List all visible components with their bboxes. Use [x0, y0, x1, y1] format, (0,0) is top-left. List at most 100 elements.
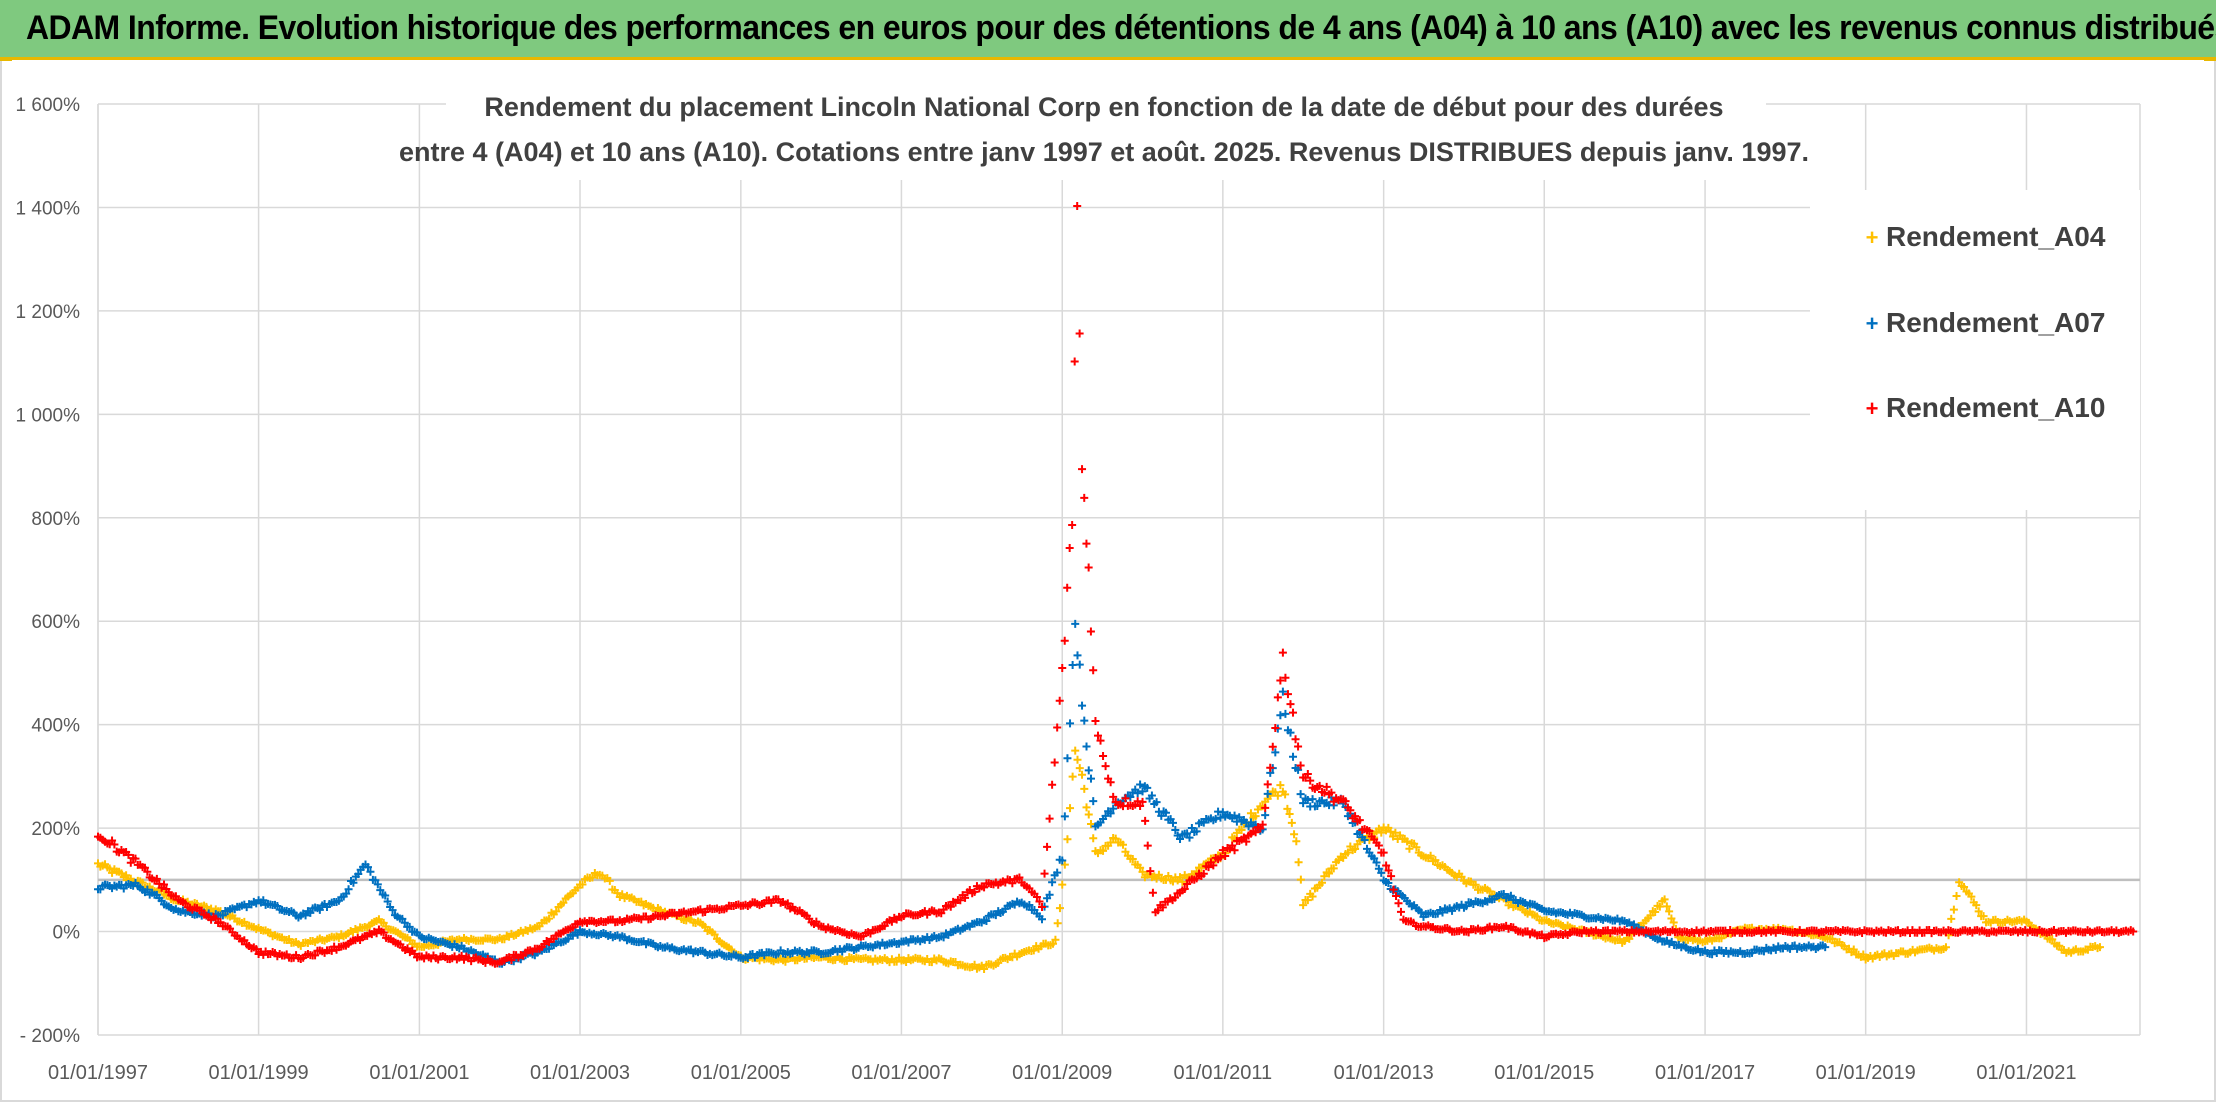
data-point	[1283, 690, 1292, 699]
data-point	[1669, 918, 1678, 927]
data-point	[1263, 780, 1272, 789]
data-point	[1073, 755, 1082, 764]
x-tick-label: 01/01/2013	[1334, 1062, 1434, 1084]
x-tick-label: 01/01/2017	[1655, 1062, 1755, 1084]
data-point	[383, 897, 392, 906]
data-point	[126, 858, 135, 867]
data-point	[152, 874, 161, 883]
data-point	[970, 887, 979, 896]
data-point	[1299, 901, 1308, 910]
data-point	[218, 911, 227, 920]
data-point	[1313, 801, 1322, 810]
data-point	[1379, 848, 1388, 857]
data-point	[559, 898, 568, 907]
y-tick-label: 1 400%	[16, 198, 81, 219]
data-point	[381, 891, 390, 900]
data-point	[1091, 717, 1100, 726]
data-point	[1063, 835, 1072, 844]
data-point	[1043, 842, 1052, 851]
data-point	[1306, 776, 1315, 785]
data-point	[1322, 782, 1331, 791]
data-point	[1147, 791, 1156, 800]
data-point	[1665, 907, 1674, 916]
data-point	[1126, 792, 1135, 801]
data-point	[1276, 711, 1285, 720]
data-point	[1058, 856, 1067, 865]
legend-label-a10: Rendement_A10	[1886, 392, 2105, 423]
data-point	[1351, 845, 1360, 854]
data-point	[1343, 848, 1352, 857]
data-point	[1053, 723, 1062, 732]
data-point	[1351, 812, 1360, 821]
x-tick-label: 01/01/2001	[369, 1062, 469, 1084]
data-point	[1204, 863, 1213, 872]
data-point	[1176, 873, 1185, 882]
data-point	[1164, 872, 1173, 881]
data-point	[1060, 860, 1069, 869]
data-point	[1273, 693, 1282, 702]
data-point	[1506, 891, 1515, 900]
data-point	[1109, 792, 1118, 801]
data-point	[1211, 814, 1220, 823]
data-point	[1325, 869, 1334, 878]
data-point	[1143, 841, 1152, 850]
data-point	[1089, 666, 1098, 675]
data-point	[1060, 812, 1069, 821]
data-point	[1148, 888, 1157, 897]
data-point	[1292, 837, 1301, 846]
data-point	[1065, 543, 1074, 552]
data-point	[1218, 846, 1227, 855]
data-point	[354, 870, 363, 879]
x-tick-label: 01/01/2021	[1976, 1062, 2076, 1084]
data-point	[1152, 798, 1161, 807]
data-point	[1082, 539, 1091, 548]
data-point	[1053, 868, 1062, 877]
data-point	[1136, 802, 1145, 811]
y-tick-label: 1 000%	[16, 405, 81, 426]
data-point	[311, 951, 320, 960]
data-point	[1071, 746, 1080, 755]
data-point	[138, 878, 147, 887]
data-point	[1960, 882, 1969, 891]
data-point	[1667, 914, 1676, 923]
data-point	[1216, 853, 1225, 862]
data-point	[1281, 709, 1290, 718]
data-point	[939, 933, 948, 942]
data-point	[507, 956, 516, 965]
legend-marker-a04: +	[1866, 225, 1879, 250]
data-point	[1221, 851, 1230, 860]
data-point	[1075, 329, 1084, 338]
data-point	[1199, 869, 1208, 878]
x-tick-label: 01/01/1999	[209, 1062, 309, 1084]
data-point	[197, 906, 206, 915]
data-point	[1308, 795, 1317, 804]
data-point	[1138, 867, 1147, 876]
data-point	[1080, 493, 1089, 502]
x-tick-label: 01/01/2011	[1174, 1062, 1273, 1084]
y-tick-label: 0%	[53, 923, 81, 944]
data-point	[1417, 908, 1426, 917]
data-point	[1258, 820, 1267, 829]
data-point	[1038, 915, 1046, 924]
data-point	[1286, 700, 1295, 709]
data-point	[1121, 847, 1130, 856]
data-point	[1053, 919, 1062, 928]
data-point	[1485, 887, 1494, 896]
data-point	[1286, 728, 1295, 737]
y-tick-label: 800%	[31, 509, 80, 530]
data-point	[1068, 521, 1077, 530]
legend: + Rendement_A04 + Rendement_A07 + Rendem…	[1810, 190, 2140, 510]
data-point	[1185, 833, 1194, 842]
data-point	[388, 906, 397, 915]
data-point	[1290, 830, 1299, 839]
data-point	[1377, 828, 1386, 837]
data-point	[1287, 818, 1296, 827]
chart-title-line-2: entre 4 (A04) et 10 ans (A10). Cotations…	[399, 137, 1809, 167]
data-point	[1394, 899, 1403, 908]
data-point	[1317, 878, 1326, 887]
data-point	[1271, 723, 1280, 732]
data-point	[1025, 901, 1034, 910]
data-point	[1143, 783, 1152, 792]
data-point	[211, 914, 220, 923]
data-point	[552, 907, 561, 916]
